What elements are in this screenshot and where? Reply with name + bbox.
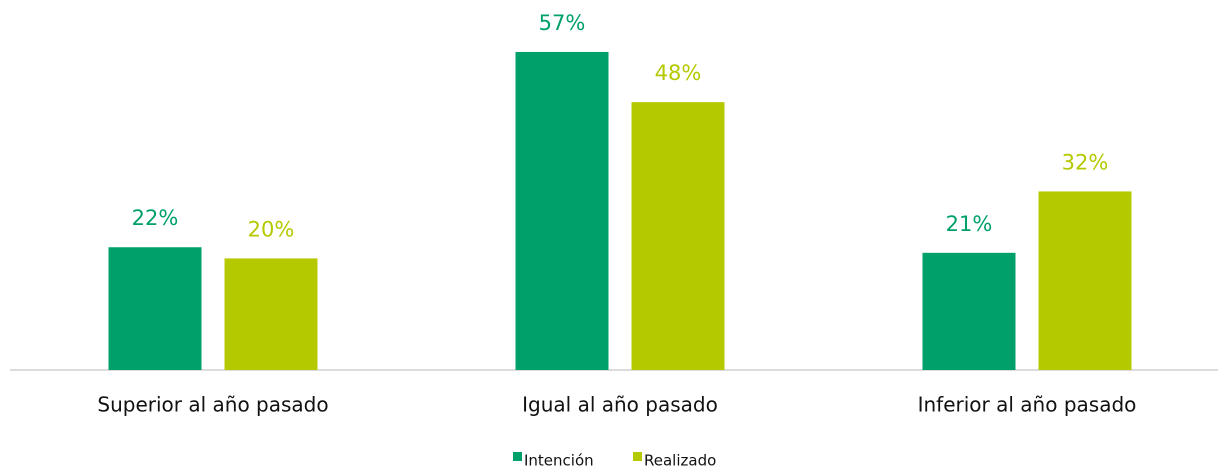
value-label: 32% (1062, 150, 1109, 174)
value-label: 20% (248, 217, 295, 241)
x-tick-label: Igual al año pasado (522, 393, 718, 417)
legend-swatch (513, 452, 522, 461)
value-label: 57% (539, 11, 586, 35)
x-tick-label: Inferior al año pasado (918, 393, 1137, 417)
legend-swatch (633, 452, 642, 461)
value-label: 21% (946, 212, 993, 236)
x-tick-label: Superior al año pasado (97, 393, 328, 417)
value-label: 48% (655, 61, 702, 85)
bar (224, 258, 318, 370)
bar (922, 252, 1016, 370)
bar (108, 247, 202, 370)
bar (631, 102, 725, 370)
bar (515, 51, 609, 370)
legend-label: Intención (524, 452, 594, 469)
bar (1038, 191, 1132, 370)
legend-label: Realizado (644, 452, 716, 469)
value-label: 22% (132, 206, 179, 230)
